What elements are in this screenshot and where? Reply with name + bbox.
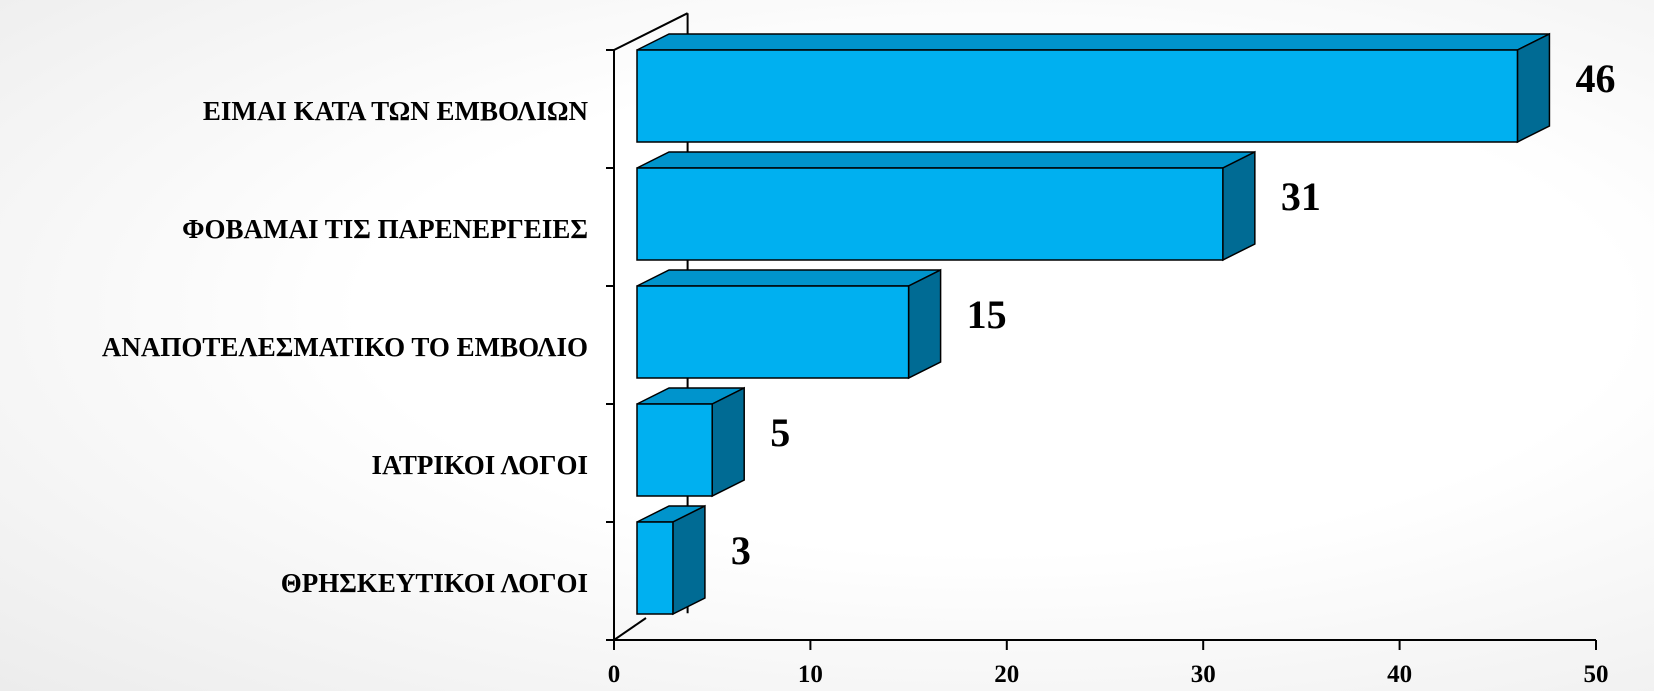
category-label: ΦΟΒΑΜΑΙ ΤΙΣ ΠΑΡΕΝΕΡΓΕΙΕΣ <box>182 214 588 244</box>
x-axis-ticks: 0 10 20 30 40 50 <box>608 640 1609 688</box>
bar-front-face <box>636 167 1224 261</box>
bar-top-face <box>636 151 1256 169</box>
bar-side-face <box>711 386 745 498</box>
bar <box>636 268 942 380</box>
bar-side-face <box>907 268 942 380</box>
x-tick-label: 20 <box>994 661 1019 688</box>
bar-front-face <box>636 49 1519 143</box>
bar-value-label: 15 <box>967 292 1007 337</box>
bar-value-label: 3 <box>731 528 751 573</box>
category-label: ΕΙΜΑΙ ΚΑΤΑ ΤΩΝ ΕΜΒΟΛΙΩΝ <box>203 96 589 126</box>
bar-side-face <box>672 504 706 616</box>
x-tick-label: 50 <box>1584 661 1609 688</box>
bar-front-face <box>636 403 713 497</box>
category-labels: ΕΙΜΑΙ ΚΑΤΑ ΤΩΝ ΕΜΒΟΛΙΩΝ ΦΟΒΑΜΑΙ ΤΙΣ ΠΑΡΕΝ… <box>102 96 589 598</box>
bar <box>636 150 1256 262</box>
category-label: ΑΝΑΠΟΤΕΛΕΣΜΑΤΙΚΟ ΤΟ ΕΜΒΟΛΙΟ <box>102 332 588 362</box>
bar-front-face <box>636 285 910 379</box>
x-tick-label: 0 <box>608 661 621 688</box>
value-labels: 46 31 15 5 3 <box>731 56 1616 573</box>
bar-front-face <box>636 521 674 615</box>
bar-value-label: 46 <box>1575 56 1615 101</box>
category-label: ΙΑΤΡΙΚΟΙ ΛΟΓΟΙ <box>372 450 588 480</box>
bar-top-face <box>636 269 941 287</box>
bar-value-label: 31 <box>1281 174 1321 219</box>
category-label: ΘΡΗΣΚΕΥΤΙΚΟΙ ΛΟΓΟΙ <box>281 568 588 598</box>
bar-side-face <box>1222 150 1256 262</box>
bar <box>636 386 745 498</box>
x-tick-label: 30 <box>1191 661 1216 688</box>
bar <box>636 504 706 616</box>
bar <box>636 32 1551 144</box>
x-tick-label: 10 <box>798 661 823 688</box>
axis-depth-bottom <box>613 617 647 641</box>
x-tick-label: 40 <box>1387 661 1412 688</box>
bar-value-label: 5 <box>770 410 790 455</box>
chart-bars <box>636 32 1551 616</box>
axis-depth-top <box>613 12 689 51</box>
bar-top-face <box>636 33 1550 51</box>
bar-side-face <box>1516 32 1551 144</box>
